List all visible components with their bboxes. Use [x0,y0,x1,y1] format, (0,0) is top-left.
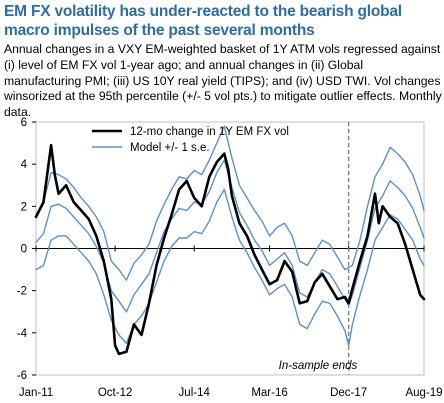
y-axis: -6 -4 -2 0 2 4 6 [17,117,424,382]
y-tick-label: 0 [21,244,27,256]
legend-label-model: Model +/- 1 s.e. [130,142,210,154]
series-model-lower [35,188,425,347]
chart-title: EM FX volatility has under-reacted to th… [4,3,402,39]
legend-label-actual: 12-mo change in 1Y EM FX vol [130,126,289,138]
y-tick-label: -2 [17,286,27,298]
chart-subtitle: Annual changes in a VXY EM-weighted bask… [4,42,442,120]
x-tick-label: Jan-11 [19,387,53,399]
series-layer [34,125,426,356]
x-tick-label: Oct-12 [98,387,133,399]
y-tick-label: 4 [21,159,28,171]
x-tick-label: Jul-14 [179,387,211,399]
x-tick-label: Aug-19 [405,387,442,399]
y-tick-label: -4 [17,328,28,340]
y-tick-label: 6 [21,117,27,129]
series-actual-vol-change [34,143,426,356]
y-tick-label: -6 [17,370,27,382]
in-sample-annotation: In-sample ends [279,360,358,372]
x-axis: Jan-11 Oct-12 Jul-14 Mar-16 Dec-17 Aug-19 [19,245,443,399]
legend: 12-mo change in 1Y EM FX vol Model +/- 1 … [92,126,289,154]
x-tick-label: Mar-16 [251,387,287,399]
series-model-upper [35,125,425,281]
y-tick-label: 2 [21,201,27,213]
x-tick-label: Dec-17 [330,387,367,399]
